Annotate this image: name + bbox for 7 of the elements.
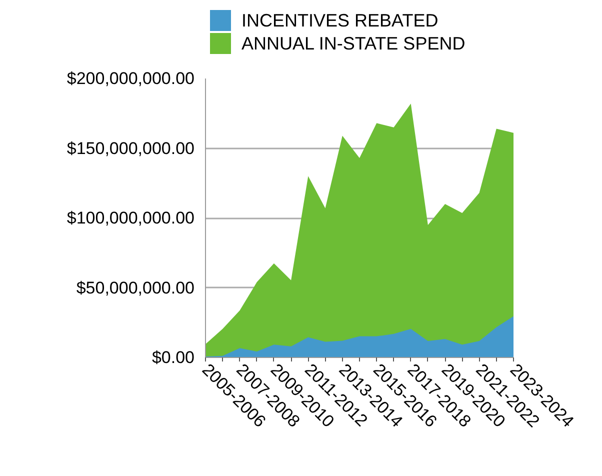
y-tick-label: $0.00 <box>152 348 195 367</box>
y-tick-label: $50,000,000.00 <box>76 278 194 298</box>
legend-label: ANNUAL IN-STATE SPEND <box>242 34 466 54</box>
y-tick-label: $200,000,000.00 <box>66 69 194 88</box>
y-tick-label: $150,000,000.00 <box>66 138 194 158</box>
legend-label: INCENTIVES REBATED <box>242 10 438 30</box>
y-tick-label: $100,000,000.00 <box>66 208 194 228</box>
